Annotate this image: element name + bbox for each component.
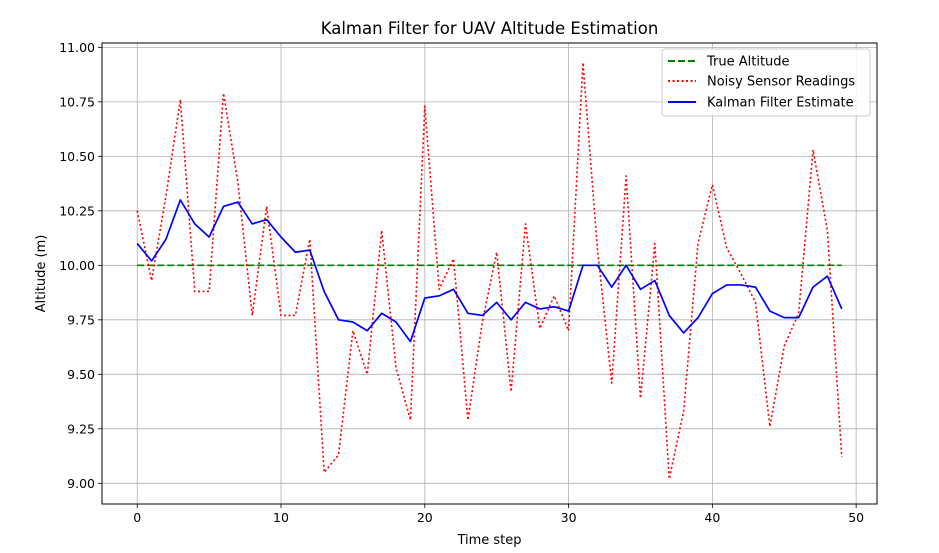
plot-lines: [136, 61, 843, 480]
series-line-kalman-filter-estimate: [136, 199, 843, 343]
y-tick-label: 10.50: [59, 149, 95, 164]
x-tick-label: 50: [848, 510, 864, 525]
x-tick-label: 40: [704, 510, 720, 525]
y-tick-label: 10.75: [59, 94, 95, 109]
y-tick-label: 9.75: [67, 312, 95, 327]
legend-label-true-altitude: True Altitude: [706, 55, 790, 70]
y-tick-label: 9.50: [67, 367, 95, 382]
y-tick-label: 11.00: [59, 40, 95, 55]
x-tick-label: 20: [417, 510, 433, 525]
axis-ticks: 0 10 20 30 40 50 9.00 9.25 9.50 9.75 10.00 10.25 10.…: [59, 40, 864, 525]
x-tick-label: 0: [133, 510, 141, 525]
legend: True Altitude Noisy Sensor Readings Kalm…: [661, 48, 871, 117]
x-tick-label: 10: [273, 510, 289, 525]
y-tick-label: 9.25: [67, 421, 95, 436]
chart-title: Kalman Filter for UAV Altitude Estimatio…: [321, 19, 659, 38]
plot-frame: [101, 42, 878, 505]
legend-box: [661, 48, 871, 117]
x-axis-label: Time step: [456, 533, 521, 548]
legend-label-noisy-sensor-readings: Noisy Sensor Readings: [707, 75, 855, 90]
x-tick-label: 30: [561, 510, 577, 525]
legend-label-kalman-filter-estimate: Kalman Filter Estimate: [707, 96, 854, 111]
y-tick-label: 9.00: [67, 476, 95, 491]
y-tick-label: 10.00: [59, 258, 95, 273]
y-tick-label: 10.25: [59, 203, 95, 218]
y-axis-label: Altitude (m): [34, 235, 49, 313]
